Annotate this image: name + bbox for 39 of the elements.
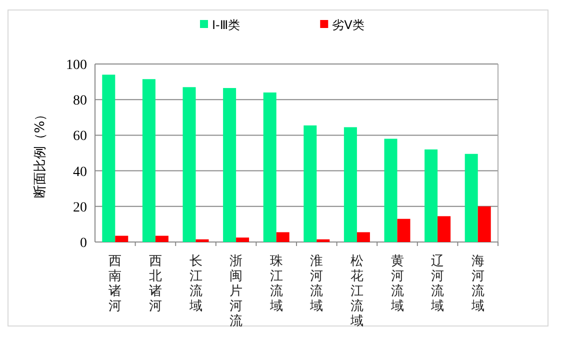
bar <box>316 239 330 242</box>
bar <box>276 232 290 242</box>
y-tick-label: 20 <box>73 200 87 216</box>
bar <box>356 232 370 242</box>
x-tick-label: 浙闽片河流 <box>230 254 243 329</box>
y-tick-label: 60 <box>73 129 87 144</box>
bar <box>263 92 276 242</box>
bar <box>478 206 491 242</box>
bar <box>102 74 116 242</box>
bar <box>464 154 478 242</box>
legend-label: Ⅰ-Ⅲ类 <box>212 18 240 32</box>
y-tick-label: 100 <box>66 58 87 73</box>
y-tick-label: 80 <box>73 94 87 109</box>
bar <box>142 79 156 242</box>
x-tick-label: 辽河流域 <box>430 254 444 314</box>
x-tick-label: 黄河流域 <box>390 254 404 314</box>
bar <box>115 236 128 242</box>
x-tick-label: 西南诸河 <box>108 254 122 314</box>
bar <box>438 216 451 242</box>
y-axis-title: 断面比例（%） <box>33 108 48 198</box>
bar <box>182 87 196 242</box>
x-tick-label: 西北诸河 <box>148 254 162 314</box>
y-tick-label: 0 <box>80 236 87 251</box>
bar <box>236 238 250 242</box>
x-tick-label: 淮河流域 <box>309 254 324 314</box>
bar <box>155 236 168 242</box>
x-tick-label: 长江流域 <box>188 254 202 314</box>
bar <box>397 218 410 242</box>
x-tick-label: 珠江流域 <box>268 254 283 314</box>
bar <box>424 149 438 242</box>
bar <box>384 138 398 242</box>
x-tick-label: 松花江流域 <box>349 254 364 329</box>
bar <box>196 239 209 242</box>
x-tick-label: 海河流域 <box>470 254 484 314</box>
bar <box>304 125 317 242</box>
legend-label: 劣Ⅴ类 <box>332 18 364 32</box>
y-tick-label: 40 <box>73 164 87 180</box>
bar <box>344 127 357 242</box>
bar <box>223 88 236 242</box>
